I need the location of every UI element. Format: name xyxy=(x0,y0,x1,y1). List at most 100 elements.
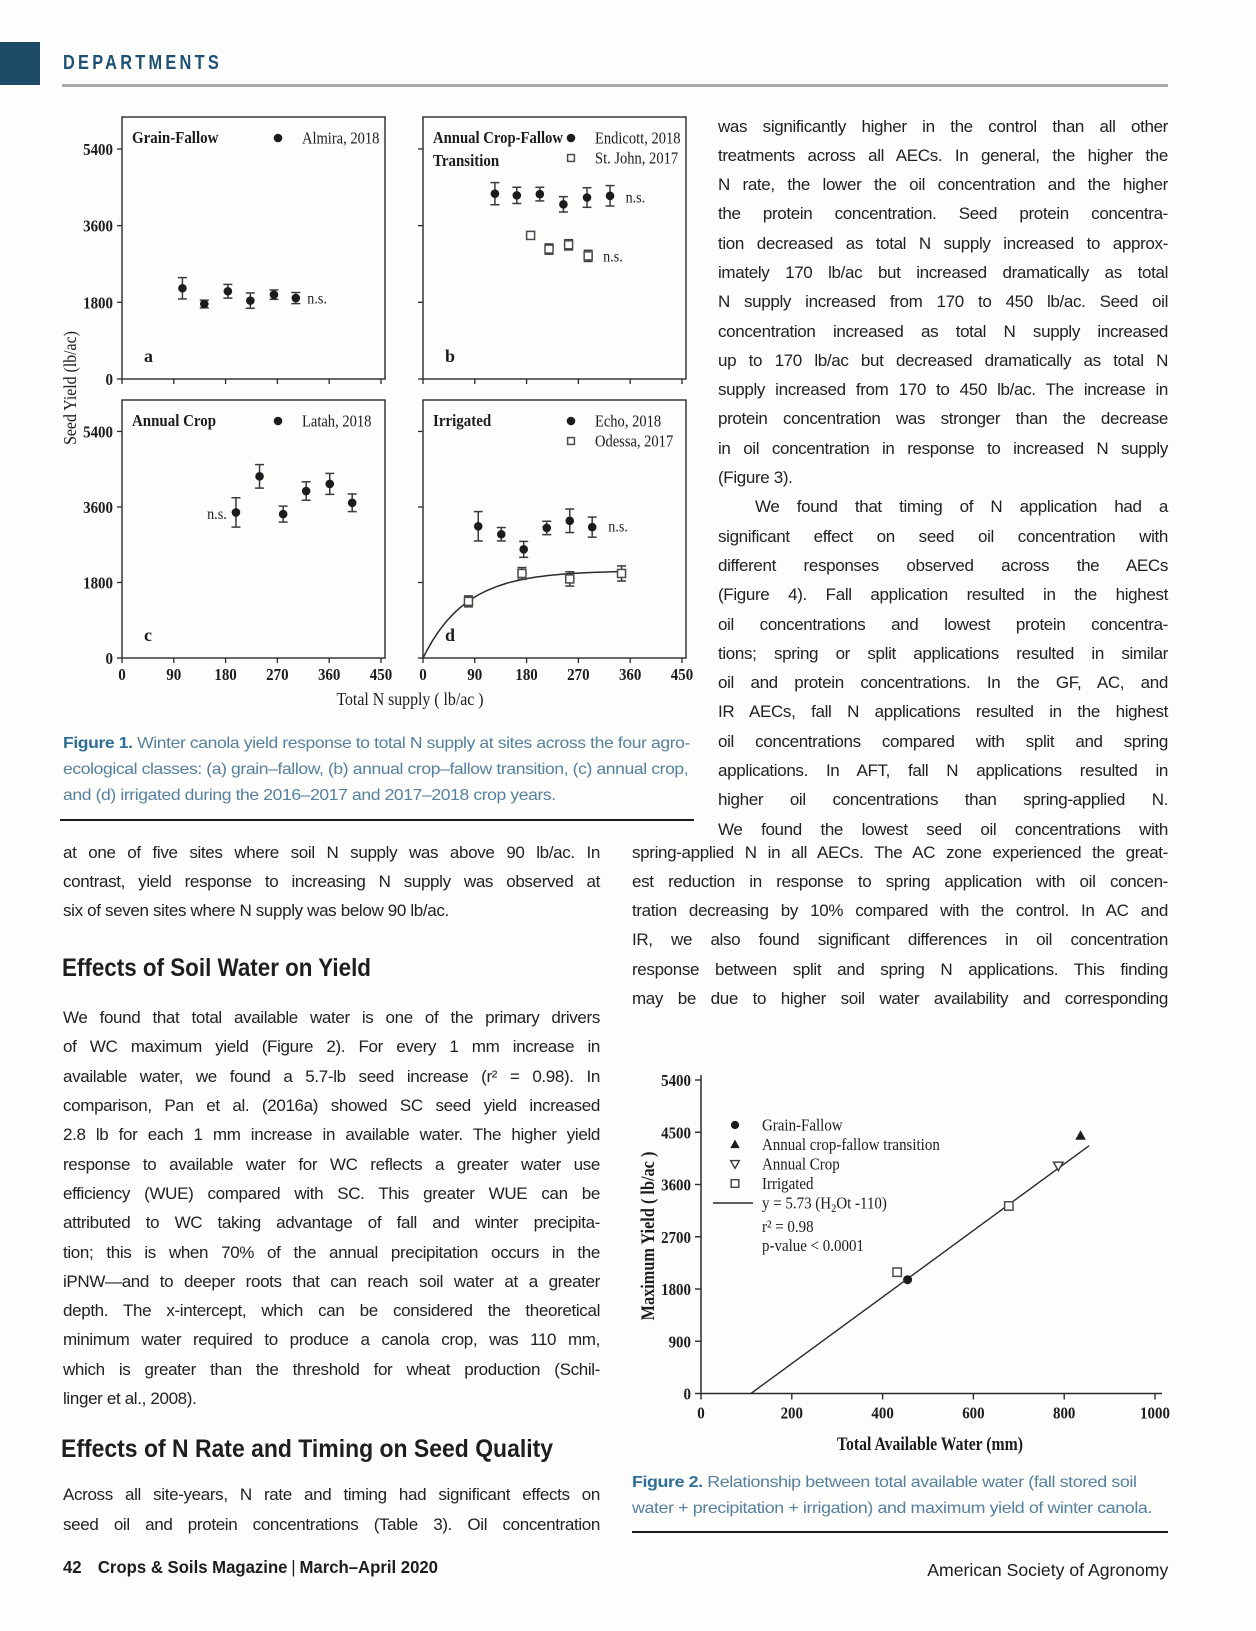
text-line: N supply increased from 170 to 450 lb/ac… xyxy=(718,292,1168,312)
text-line: (Figure 3). xyxy=(718,468,793,488)
legend-label: Grain-Fallow xyxy=(762,1116,843,1135)
caption-label: Figure 1. xyxy=(63,735,133,752)
text-line: depth. The x-intercept, which can be con… xyxy=(63,1301,600,1321)
paragraph: spring-applied N in all AECs. The AC zon… xyxy=(632,838,1168,1014)
text-line: was significantly higher in the control … xyxy=(718,116,1168,136)
text-line: iPNW—and to deeper roots that can reach … xyxy=(63,1271,600,1291)
text-line: 2.8 lb for each 1 mm increase in availab… xyxy=(63,1125,600,1145)
svg-text:a: a xyxy=(144,346,153,366)
svg-text:Endicott, 2018: Endicott, 2018 xyxy=(595,129,681,148)
svg-text:d: d xyxy=(445,625,455,645)
legend-label: Annual Crop xyxy=(762,1155,840,1174)
svg-text:0: 0 xyxy=(106,649,114,668)
footer-separator: | xyxy=(291,1557,296,1577)
series-annual-crop-fallow-transition xyxy=(1075,1130,1086,1140)
text-line: (Figure 4). Fall application resulted in… xyxy=(718,585,1168,605)
svg-text:270: 270 xyxy=(266,665,288,684)
svg-text:0: 0 xyxy=(106,370,114,389)
figure2-plot: 0 200 400 600 800 1000 0 900 1800 2700 3600 4500 540… xyxy=(639,1071,1170,1455)
ns-annotation: n.s. xyxy=(603,249,623,266)
svg-text:r² = 0.98: r² = 0.98 xyxy=(762,1217,814,1236)
svg-text:1800: 1800 xyxy=(83,573,113,592)
svg-text:270: 270 xyxy=(567,665,589,684)
svg-text:0: 0 xyxy=(684,1385,692,1404)
svg-text:Odessa, 2017: Odessa, 2017 xyxy=(595,432,673,451)
svg-text:360: 360 xyxy=(318,665,340,684)
footer-society: American Society of Agronomy xyxy=(926,1560,1168,1580)
text-line: tration decreasing by 10% compared with … xyxy=(632,901,1168,921)
y-axis-label: Maximum Yield ( lb/ac ) xyxy=(639,1152,659,1321)
text-line: which is greater than the threshold for … xyxy=(63,1359,600,1379)
svg-text:200: 200 xyxy=(781,1404,803,1423)
svg-text:1000: 1000 xyxy=(1140,1404,1170,1423)
text-line: spring-applied N in all AECs. The AC zon… xyxy=(632,842,1168,862)
svg-text:1800: 1800 xyxy=(661,1280,691,1299)
paragraph: Across all site-years, N rate and timing… xyxy=(63,1480,600,1539)
legend-label: Irrigated xyxy=(762,1174,814,1193)
svg-text:800: 800 xyxy=(1053,1404,1075,1423)
panel-d: 0 90 180 270 360 450 Irrigated Echo, 2018Odessa… xyxy=(418,399,693,684)
caption-line: ecological classes: (a) grain–fallow, (b… xyxy=(63,761,689,778)
text-line: at one of five sites where soil N supply… xyxy=(63,842,600,862)
text-line: in oil concentration in response to incr… xyxy=(718,438,1168,458)
svg-text:0: 0 xyxy=(118,665,126,684)
text-line: tion; this is when 70% of the annual pre… xyxy=(63,1242,600,1262)
section-heading-n-rate: Effects of N Rate and Timing on Seed Qua… xyxy=(61,1435,554,1463)
body-text-n-rate: Across all site-years, N rate and timing… xyxy=(63,1480,600,1539)
svg-text:180: 180 xyxy=(214,665,236,684)
ns-annotation: n.s. xyxy=(307,290,327,307)
text-line: response to available water for WC refle… xyxy=(63,1154,600,1174)
text-line: tions; spring or split applications resu… xyxy=(718,643,1168,663)
text-line: higher oil concentrations than spring-ap… xyxy=(718,790,1168,810)
text-line: attributed to WC taking advantage of fal… xyxy=(63,1213,600,1233)
page-number: 42 xyxy=(63,1557,82,1577)
svg-text:Latah, 2018: Latah, 2018 xyxy=(302,412,371,431)
magazine-name: Crops & Soils Magazine xyxy=(97,1557,288,1577)
svg-text:y = 5.73 (H2Ot -110): y = 5.73 (H2Ot -110) xyxy=(762,1194,887,1216)
text-line: the protein concentration. Seed protein … xyxy=(718,204,1168,224)
svg-text:Almira, 2018: Almira, 2018 xyxy=(302,129,379,148)
text-line: seed oil and protein concentrations (Tab… xyxy=(63,1514,600,1534)
text-line: treatments across all AECs. In general, … xyxy=(718,145,1168,165)
svg-text:0: 0 xyxy=(697,1404,705,1423)
svg-text:3600: 3600 xyxy=(83,217,113,236)
svg-text:Echo, 2018: Echo, 2018 xyxy=(595,412,661,431)
series-annual-crop xyxy=(1052,1161,1065,1173)
panel-b: Annual Crop-Fallow Transition Endicott, 20… xyxy=(418,116,687,384)
text-line: linger et al., 2008). xyxy=(63,1389,197,1409)
text-line: IR, we also found significant difference… xyxy=(632,930,1168,950)
text-line: est reduction in response to spring appl… xyxy=(632,871,1168,891)
svg-text:1800: 1800 xyxy=(83,293,113,312)
text-line: six of seven sites where N supply was be… xyxy=(63,901,449,921)
paragraph: was significantly higher in the control … xyxy=(718,112,1168,493)
text-line: significant effect on seed oil concentra… xyxy=(718,526,1168,546)
panel-c: 0 90 180 270 360 450 0 1800 3600 5400 Annual Crop L… xyxy=(83,399,392,684)
svg-text:0: 0 xyxy=(419,665,427,684)
x-axis-label: Total N supply ( lb/ac ) xyxy=(336,689,483,710)
kicker-accent-square xyxy=(0,42,40,85)
figure2-caption: Figure 2. Relationship between total ava… xyxy=(632,1470,1152,1522)
footer-left: 42 Crops & Soils Magazine | March–April 202… xyxy=(63,1557,438,1578)
paragraph: We found that total available water is o… xyxy=(63,1003,600,1413)
svg-text:360: 360 xyxy=(619,665,641,684)
figure2-chart: 0 200 400 600 800 1000 0 900 1800 2700 3600 4500 540… xyxy=(639,1071,1170,1455)
text-line: of WC maximum yield (Figure 2). For ever… xyxy=(63,1037,600,1057)
svg-text:St. John, 2017: St. John, 2017 xyxy=(595,149,678,168)
svg-text:90: 90 xyxy=(467,665,482,684)
series-st-john-2017 xyxy=(525,230,593,263)
svg-text:450: 450 xyxy=(370,665,392,684)
body-text-left-intro: at one of five sites where soil N supply… xyxy=(63,838,600,926)
svg-text:3600: 3600 xyxy=(661,1176,691,1195)
text-line: efficiency (WUE) compared with SC. This … xyxy=(63,1183,600,1203)
series-odessa-2017 xyxy=(463,565,627,608)
figure1-caption-rule xyxy=(60,819,694,822)
ns-annotation: n.s. xyxy=(626,190,646,207)
y-axis-label: Seed Yield (lb/ac) xyxy=(60,331,81,445)
svg-text:Annual Crop: Annual Crop xyxy=(132,411,216,430)
series-latah-2018 xyxy=(231,463,357,528)
svg-text:400: 400 xyxy=(871,1404,893,1423)
kicker: DEPARTMENTS xyxy=(63,52,222,74)
paragraph: at one of five sites where soil N supply… xyxy=(63,838,600,926)
svg-text:2700: 2700 xyxy=(661,1228,691,1247)
